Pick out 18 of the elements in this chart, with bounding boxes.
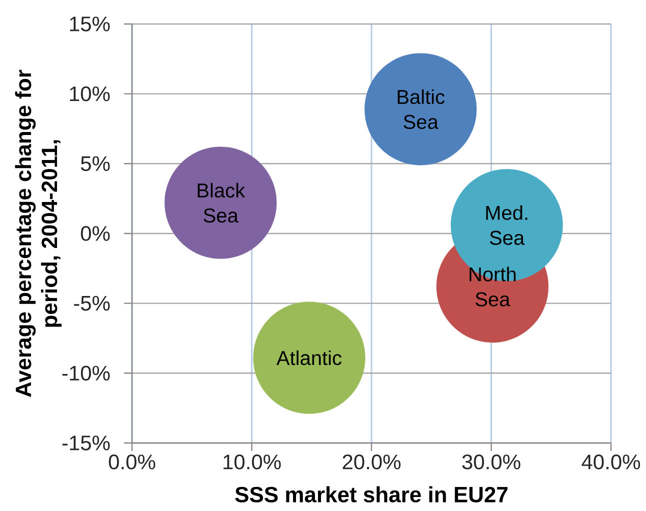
y-tick-label: 10% [70, 86, 110, 102]
x-tick-label: 20.0% [342, 454, 401, 470]
y-axis-title: Average percentage change for period, 2004-2011, [15, 70, 62, 397]
x-tick-label: 30.0% [462, 454, 520, 470]
x-tick-label: 10.0% [224, 454, 281, 470]
y-tick-label: 5% [80, 156, 110, 172]
annotation: Black Sea [198, 182, 246, 223]
x-tick-label: 0.0% [108, 454, 156, 470]
x-tick-label: 40.0% [582, 454, 640, 470]
y-tick-label: 15% [70, 16, 110, 32]
y-tick-label: -5% [74, 296, 110, 311]
y-tick-label: -15% [62, 436, 110, 450]
annotation: Atlantic [276, 350, 342, 366]
x-axis-title: SSS market share in EU27 [235, 486, 508, 502]
annotation: Med. Sea [486, 205, 528, 245]
y-tick-label: -10% [62, 366, 110, 381]
y-tick-label: 0% [80, 226, 110, 241]
annotation: Baltic Sea [398, 89, 445, 130]
